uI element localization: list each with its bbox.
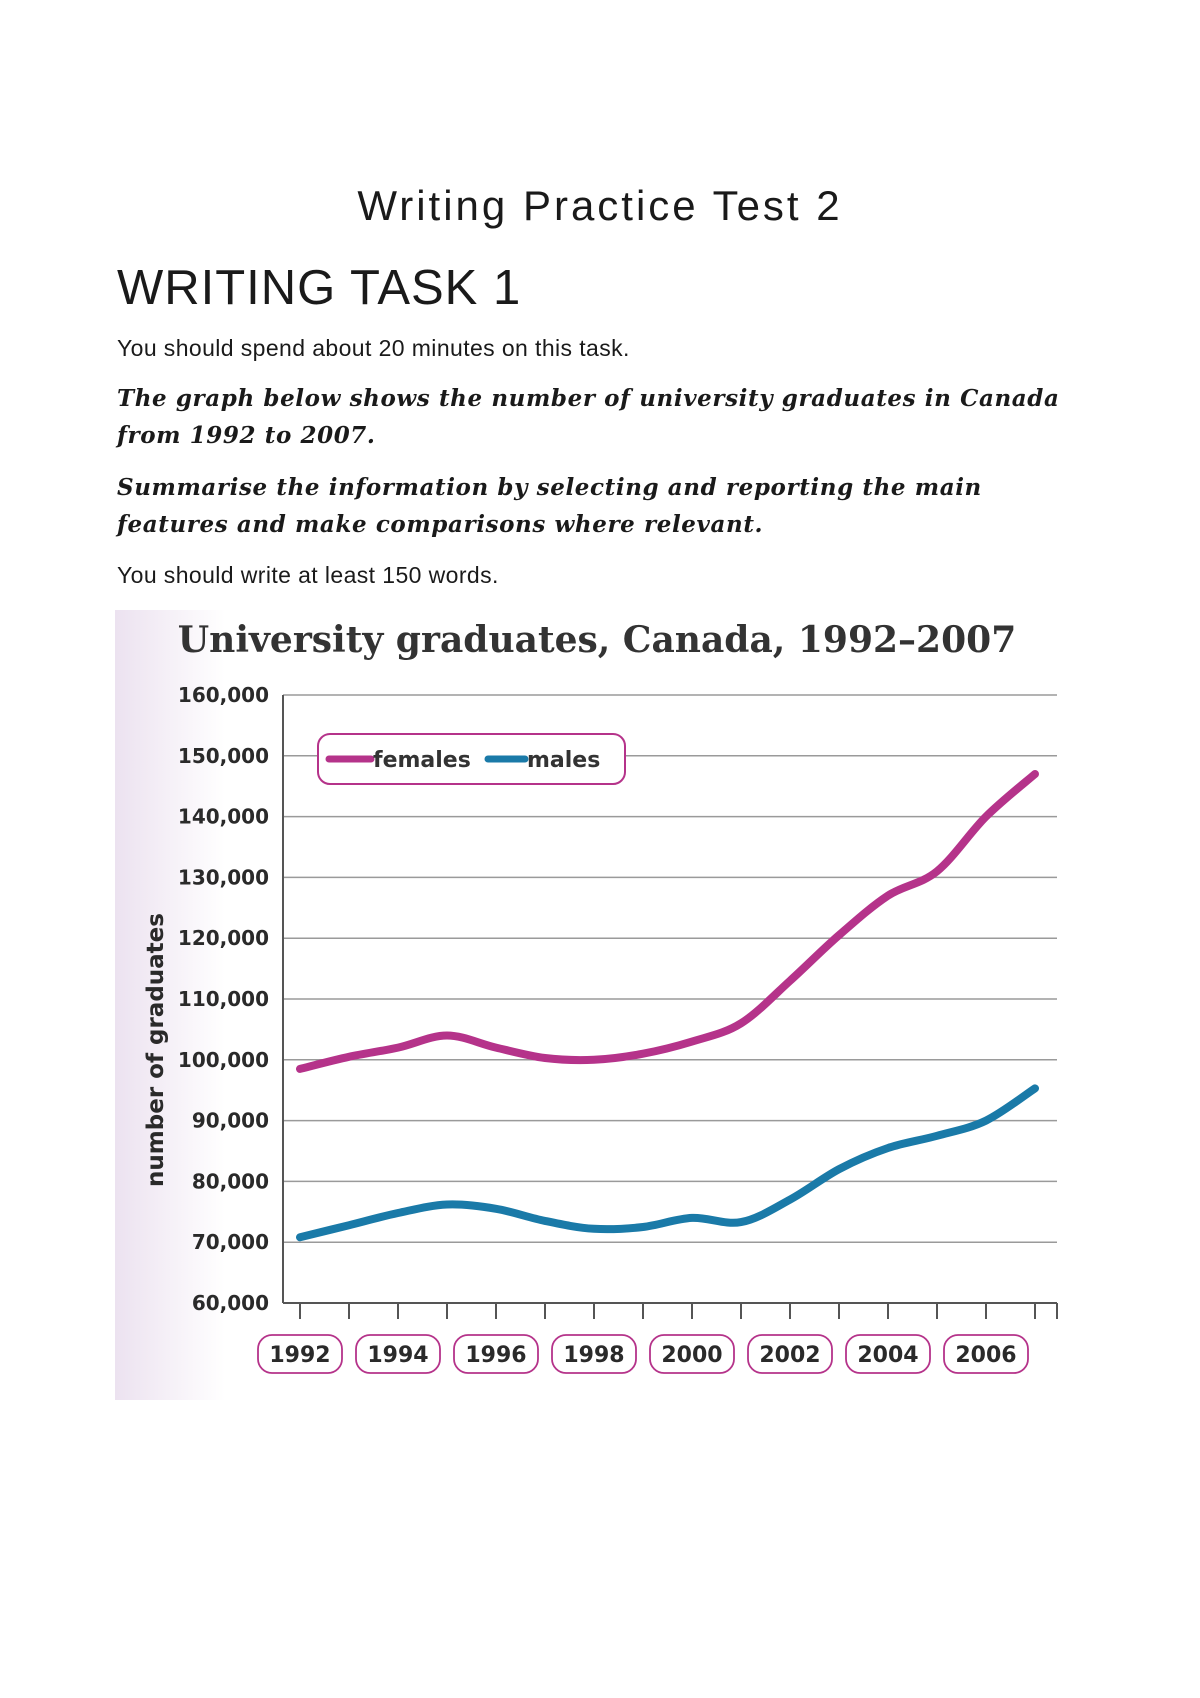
y-tick-label: 70,000 xyxy=(192,1230,269,1254)
axes xyxy=(282,695,1057,1304)
task-prompt: The graph below shows the number of univ… xyxy=(117,380,1117,454)
year-badge-frame xyxy=(845,1334,931,1374)
y-tick-label: 160,000 xyxy=(178,683,269,707)
year-badge-frame xyxy=(649,1334,735,1374)
y-tick-label: 110,000 xyxy=(178,987,269,1011)
y-tick-label: 80,000 xyxy=(192,1169,269,1193)
line-chart: University graduates, Canada, 1992–2007 … xyxy=(143,619,1058,1374)
year-badge-frame xyxy=(943,1334,1029,1374)
y-tick-label: 120,000 xyxy=(178,926,269,950)
series-line-males xyxy=(296,1084,1039,1242)
summary-line-2: features and make comparisons where rele… xyxy=(117,511,764,538)
y-tick-label: 60,000 xyxy=(192,1291,269,1315)
word-instruction: You should write at least 150 words. xyxy=(117,562,499,588)
year-badge: 2000 xyxy=(649,1334,735,1374)
y-tick-label: 150,000 xyxy=(178,744,269,768)
year-badge-frame xyxy=(257,1334,343,1374)
series-lines xyxy=(296,770,1039,1242)
year-badge-frame xyxy=(355,1334,441,1374)
year-badge-frame xyxy=(453,1334,539,1374)
x-tick-label: 1992 xyxy=(269,1343,330,1368)
x-tick-label: 1996 xyxy=(465,1343,526,1368)
task-heading: WRITING TASK 1 xyxy=(117,261,522,315)
chart-title: University graduates, Canada, 1992–2007 xyxy=(178,619,1017,661)
year-badge: 1996 xyxy=(453,1334,539,1374)
y-tick-labels: 60,000 70,000 80,000 90,000 100,000 110,000 12… xyxy=(178,683,269,1315)
y-tick-label: 90,000 xyxy=(192,1109,269,1133)
year-badge: 2004 xyxy=(845,1334,931,1374)
year-badge: 2002 xyxy=(747,1334,833,1374)
prompt-line-2: from 1992 to 2007. xyxy=(117,422,376,449)
time-instruction: You should spend about 20 minutes on thi… xyxy=(117,335,630,361)
year-badge: 1992 xyxy=(257,1334,343,1374)
legend-box xyxy=(317,733,626,785)
prompt-line-1: The graph below shows the number of univ… xyxy=(117,385,1060,412)
x-tick-label: 1994 xyxy=(367,1343,428,1368)
legend: females males xyxy=(317,733,626,785)
page-header: Writing Practice Test 2 xyxy=(357,182,843,229)
x-tick-label: 2006 xyxy=(955,1343,1016,1368)
year-badge-frame xyxy=(551,1334,637,1374)
year-badge: 1998 xyxy=(551,1334,637,1374)
legend-label-females: females xyxy=(373,748,471,773)
year-badge-frame xyxy=(747,1334,833,1374)
x-tick-label: 1998 xyxy=(563,1343,624,1368)
chart-panel: University graduates, Canada, 1992–2007 … xyxy=(115,610,1060,1400)
x-tick-labels: 1992 1994 1996 1998 2000 2002 2004 2006 xyxy=(257,1334,1029,1374)
y-axis-label: number of graduates xyxy=(143,913,169,1187)
x-tick-label: 2000 xyxy=(661,1343,722,1368)
legend-label-males: males xyxy=(527,748,600,773)
summary-instruction: Summarise the information by selecting a… xyxy=(117,469,1117,543)
x-tick-label: 2004 xyxy=(857,1343,918,1368)
series-line-females xyxy=(296,770,1039,1073)
x-tick-marks xyxy=(299,1303,1058,1319)
year-badge: 2006 xyxy=(943,1334,1029,1374)
summary-line-1: Summarise the information by selecting a… xyxy=(117,474,982,501)
grid-lines xyxy=(283,694,1057,1243)
year-badge: 1994 xyxy=(355,1334,441,1374)
y-tick-label: 140,000 xyxy=(178,805,269,829)
y-tick-label: 100,000 xyxy=(178,1048,269,1072)
x-tick-label: 2002 xyxy=(759,1343,820,1368)
y-tick-label: 130,000 xyxy=(178,865,269,889)
